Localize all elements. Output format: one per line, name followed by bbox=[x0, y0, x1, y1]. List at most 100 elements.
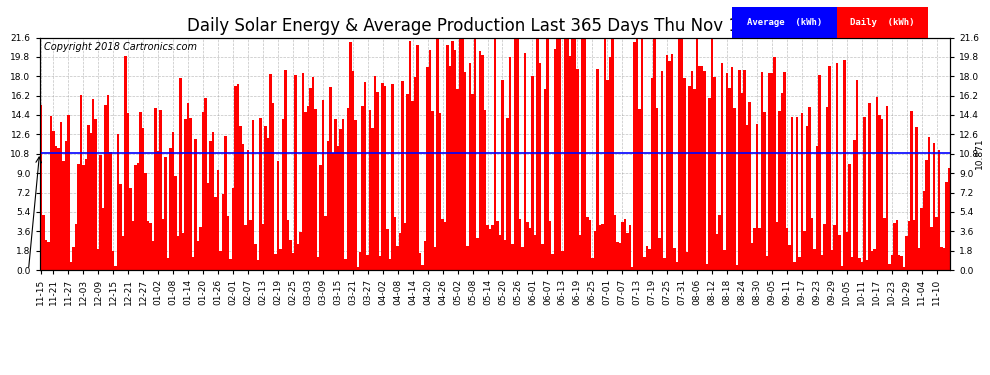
Bar bbox=[803, 231, 806, 270]
Bar bbox=[204, 98, 207, 270]
Bar bbox=[242, 144, 245, 270]
Bar bbox=[182, 233, 184, 270]
Bar bbox=[337, 146, 339, 270]
Bar bbox=[322, 100, 324, 270]
Bar bbox=[673, 248, 676, 270]
Bar bbox=[883, 218, 885, 270]
Bar bbox=[287, 220, 289, 270]
Bar bbox=[64, 141, 67, 270]
Text: Daily  (kWh): Daily (kWh) bbox=[849, 18, 915, 27]
Bar bbox=[249, 220, 251, 270]
Bar bbox=[828, 66, 831, 270]
Bar bbox=[89, 133, 92, 270]
Bar bbox=[589, 220, 591, 270]
Bar bbox=[796, 117, 798, 270]
Bar bbox=[401, 81, 404, 270]
Bar bbox=[247, 150, 249, 270]
Bar bbox=[448, 66, 451, 270]
Bar bbox=[115, 266, 117, 270]
Bar bbox=[566, 38, 568, 270]
Text: Copyright 2018 Cartronics.com: Copyright 2018 Cartronics.com bbox=[45, 42, 197, 52]
Bar bbox=[870, 251, 873, 270]
Bar bbox=[419, 254, 422, 270]
Bar bbox=[417, 45, 419, 270]
Bar bbox=[788, 245, 791, 270]
Bar bbox=[908, 221, 911, 270]
Bar bbox=[74, 224, 77, 270]
Bar bbox=[135, 165, 137, 270]
Bar bbox=[724, 250, 726, 270]
Bar bbox=[736, 265, 739, 270]
Bar bbox=[302, 73, 304, 270]
Bar bbox=[750, 243, 753, 270]
Bar bbox=[407, 94, 409, 270]
Bar bbox=[304, 112, 307, 270]
Bar bbox=[898, 255, 901, 270]
Bar bbox=[479, 51, 481, 270]
Bar bbox=[349, 42, 351, 270]
Bar bbox=[317, 257, 319, 270]
Bar bbox=[62, 161, 64, 270]
Bar bbox=[209, 141, 212, 270]
Bar bbox=[639, 109, 641, 270]
Bar bbox=[442, 219, 444, 270]
Bar bbox=[235, 86, 237, 270]
Bar bbox=[808, 106, 811, 270]
Bar bbox=[641, 38, 644, 270]
Bar bbox=[873, 249, 875, 270]
Bar bbox=[225, 136, 227, 270]
Bar bbox=[463, 72, 466, 270]
Bar bbox=[466, 246, 469, 270]
Bar bbox=[197, 241, 199, 270]
Bar bbox=[439, 112, 442, 270]
Bar bbox=[112, 251, 115, 270]
Text: Average  (kWh): Average (kWh) bbox=[746, 18, 822, 27]
Bar bbox=[714, 76, 716, 270]
Bar bbox=[783, 72, 786, 270]
Bar bbox=[544, 89, 546, 270]
Bar bbox=[394, 217, 396, 270]
Bar bbox=[801, 113, 803, 270]
Bar bbox=[821, 255, 823, 270]
Bar bbox=[489, 229, 491, 270]
Bar bbox=[901, 256, 903, 270]
Bar bbox=[57, 148, 59, 270]
Bar bbox=[634, 42, 636, 270]
Bar bbox=[521, 247, 524, 270]
Bar bbox=[469, 63, 471, 270]
Bar bbox=[760, 72, 763, 270]
Bar bbox=[289, 240, 292, 270]
Bar bbox=[192, 257, 194, 270]
Bar bbox=[771, 72, 773, 270]
Bar bbox=[845, 232, 848, 270]
Bar bbox=[342, 119, 345, 270]
Bar bbox=[82, 165, 84, 270]
Bar bbox=[926, 160, 928, 270]
FancyBboxPatch shape bbox=[732, 7, 837, 38]
Bar bbox=[125, 56, 127, 270]
Bar bbox=[494, 38, 496, 270]
Bar bbox=[778, 111, 781, 270]
Bar bbox=[167, 258, 169, 270]
Bar bbox=[172, 132, 174, 270]
Bar bbox=[87, 125, 89, 270]
Bar bbox=[773, 57, 776, 270]
Bar bbox=[936, 217, 938, 270]
Bar bbox=[276, 161, 279, 270]
Bar bbox=[865, 260, 868, 270]
Bar bbox=[923, 190, 926, 270]
Bar bbox=[878, 115, 880, 270]
Bar bbox=[506, 118, 509, 270]
Bar bbox=[683, 78, 686, 270]
Bar bbox=[292, 253, 294, 270]
Bar bbox=[354, 120, 356, 270]
Bar bbox=[763, 112, 765, 270]
Bar bbox=[376, 92, 379, 270]
Bar bbox=[92, 99, 94, 270]
Bar bbox=[332, 153, 334, 270]
Bar bbox=[719, 215, 721, 270]
Bar bbox=[371, 128, 374, 270]
FancyBboxPatch shape bbox=[837, 7, 928, 38]
Bar bbox=[105, 105, 107, 270]
Bar bbox=[891, 255, 893, 270]
